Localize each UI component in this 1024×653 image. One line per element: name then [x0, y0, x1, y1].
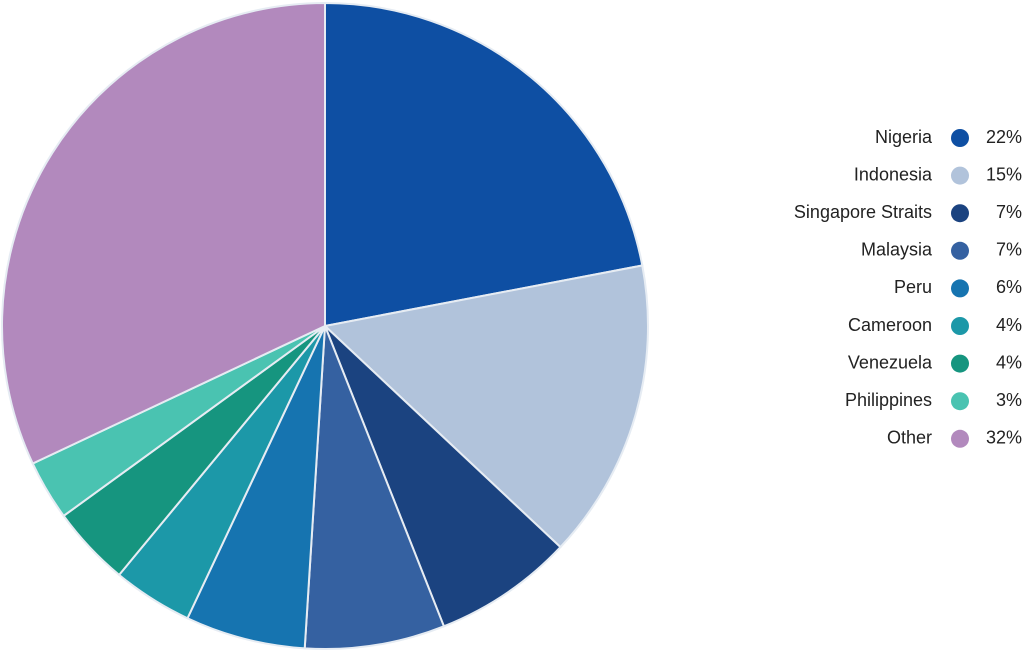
legend-value: 4% [996, 315, 1022, 335]
legend-swatch [951, 392, 969, 411]
legend-swatch [951, 279, 969, 298]
legend-label: Singapore Straits [794, 202, 932, 222]
legend-label: Cameroon [848, 315, 932, 335]
pie-slice [1, 1, 326, 465]
pie-slice [186, 325, 326, 650]
pie-slice [303, 325, 446, 650]
pie-slice [324, 1, 644, 328]
legend-value: 6% [996, 277, 1022, 297]
legend-label: Philippines [845, 390, 932, 410]
legend-swatch [951, 204, 969, 223]
pie-slice [324, 325, 562, 628]
legend-value: 4% [996, 352, 1022, 372]
legend-value: 3% [996, 390, 1022, 410]
legend-value: 7% [996, 202, 1022, 222]
legend-value: 22% [986, 127, 1022, 147]
pie-slice [322, 264, 649, 549]
legend-label: Malaysia [861, 240, 933, 260]
legend-swatch [951, 166, 969, 185]
legend-label: Venezuela [848, 352, 933, 372]
legend-label: Indonesia [854, 164, 933, 184]
legend-swatch [951, 429, 969, 448]
legend-swatch [951, 354, 969, 373]
legend-swatch [951, 317, 969, 335]
legend-value: 32% [986, 428, 1022, 448]
legend-swatch [951, 129, 969, 147]
legend-label: Nigeria [875, 127, 933, 147]
legend-value: 15% [986, 164, 1022, 184]
legend-label: Peru [894, 277, 932, 297]
legend-value: 7% [996, 240, 1022, 260]
legend-label: Other [887, 428, 932, 448]
legend-swatch [951, 241, 969, 260]
